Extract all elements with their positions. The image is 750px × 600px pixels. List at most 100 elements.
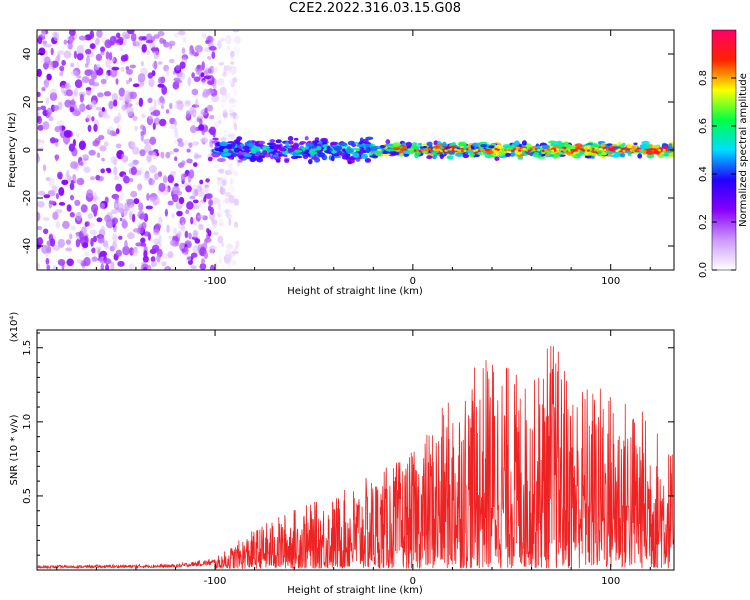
heatmap-cell: [109, 130, 116, 136]
heatmap-cell: [225, 209, 229, 218]
figure-title: C2E2.2022.316.03.15.G08: [288, 1, 462, 16]
heatmap-cell: [152, 244, 160, 252]
heatmap-cell: [216, 177, 223, 181]
heatmap-cell: [662, 148, 667, 152]
heatmap-cell: [37, 138, 42, 144]
heatmap-cell: [85, 104, 93, 110]
heatmap-cell: [248, 142, 255, 148]
heatmap-cell: [124, 239, 128, 250]
heatmap-cell: [140, 242, 147, 247]
heatmap-cell: [212, 164, 221, 169]
heatmap-cell: [195, 98, 199, 108]
heatmap-cell: [37, 211, 41, 222]
heatmap-cell: [217, 235, 224, 244]
heatmap-cell: [537, 149, 541, 152]
heatmap-cell: [176, 210, 183, 217]
heatmap-cell: [69, 30, 76, 37]
heatmap-cell: [142, 255, 149, 263]
heatmap-cell: [157, 234, 162, 243]
heatmap-cell: [619, 153, 626, 158]
heatmap-cell: [185, 255, 192, 262]
heatmap-cell: [228, 194, 235, 204]
heatmap-cell: [177, 30, 186, 36]
heatmap-cell: [198, 223, 204, 230]
heatmap-cell: [79, 93, 84, 103]
heatmap-cell: [69, 36, 73, 46]
heatmap-cell: [48, 115, 54, 122]
heatmap-cell: [78, 140, 86, 150]
heatmap-cell: [347, 140, 356, 146]
heatmap-cell: [42, 121, 50, 130]
heatmap-cell: [243, 153, 253, 157]
heatmap-cell: [168, 150, 174, 155]
heatmap-cell: [170, 171, 177, 176]
heatmap-cell: [212, 67, 218, 72]
heatmap-cell: [50, 88, 57, 94]
heatmap-cell: [233, 147, 241, 153]
heatmap-cell: [117, 260, 125, 267]
heatmap-cell: [444, 149, 448, 152]
heatmap-cell: [267, 148, 275, 152]
heatmap-cell: [137, 73, 146, 83]
heatmap-cell: [45, 176, 51, 182]
heatmap-cell: [304, 136, 309, 141]
heatmap-cell: [532, 154, 542, 158]
heatmap-cell: [121, 153, 126, 162]
heatmap-cell: [633, 142, 638, 146]
heatmap-cell: [382, 153, 390, 157]
colorbar-tick-label: 0.6: [698, 118, 709, 134]
heatmap-cell: [189, 49, 196, 56]
heatmap-cell: [437, 148, 441, 151]
heatmap-cell: [177, 230, 182, 238]
heatmap-cell: [216, 179, 222, 187]
heatmap-cell: [304, 146, 309, 150]
heatmap-cell: [95, 246, 102, 251]
heatmap-cell: [430, 149, 434, 152]
heatmap-cell: [81, 154, 89, 159]
heatmap-cell: [462, 153, 470, 159]
heatmap-cell: [477, 149, 481, 152]
heatmap-cell: [600, 143, 606, 148]
heatmap-cell: [560, 148, 565, 151]
heatmap-cell: [37, 111, 40, 117]
heatmap-cell: [189, 169, 195, 179]
heatmap-cell: [668, 152, 674, 157]
heatmap-cell: [489, 148, 493, 152]
heatmap-cell: [596, 149, 600, 152]
heatmap-cell: [373, 150, 383, 155]
heatmap-cell: [470, 149, 474, 152]
heatmap-cell: [66, 239, 71, 245]
heatmap-cell: [480, 148, 484, 151]
heatmap-cell: [169, 102, 173, 110]
heatmap-cell: [391, 151, 400, 156]
heatmap-cell: [121, 104, 128, 111]
heatmap-cell: [207, 205, 212, 212]
heatmap-cell: [96, 217, 103, 223]
heatmap-cell: [223, 254, 232, 264]
heatmap-cell: [212, 197, 221, 205]
heatmap-cell: [651, 148, 655, 151]
heatmap-cell: [111, 217, 119, 225]
heatmap-cell: [233, 45, 241, 55]
heatmap-cell: [103, 114, 111, 120]
heatmap-cell: [37, 68, 42, 77]
heatmap-cell: [61, 59, 66, 66]
heatmap-cell: [100, 168, 105, 174]
heatmap-cell: [103, 141, 109, 147]
heatmap-cell: [123, 175, 130, 184]
heatmap-cell: [186, 148, 191, 153]
heatmap-cell: [668, 143, 673, 148]
heatmap-cell: [154, 172, 159, 181]
heatmap-cell: [115, 128, 120, 135]
heatmap-cell: [37, 154, 41, 164]
heatmap-cell: [226, 249, 233, 259]
heatmap-cell: [227, 184, 235, 193]
heatmap-cell: [275, 139, 282, 144]
snr-y-tick-label: 0.5: [22, 488, 33, 504]
heatmap-cell: [89, 222, 95, 228]
heatmap-cell: [417, 142, 422, 146]
heatmap-cell: [148, 115, 153, 120]
heatmap-cell: [501, 148, 505, 151]
heatmap-cell: [250, 148, 257, 154]
heatmap-cell: [105, 263, 110, 270]
